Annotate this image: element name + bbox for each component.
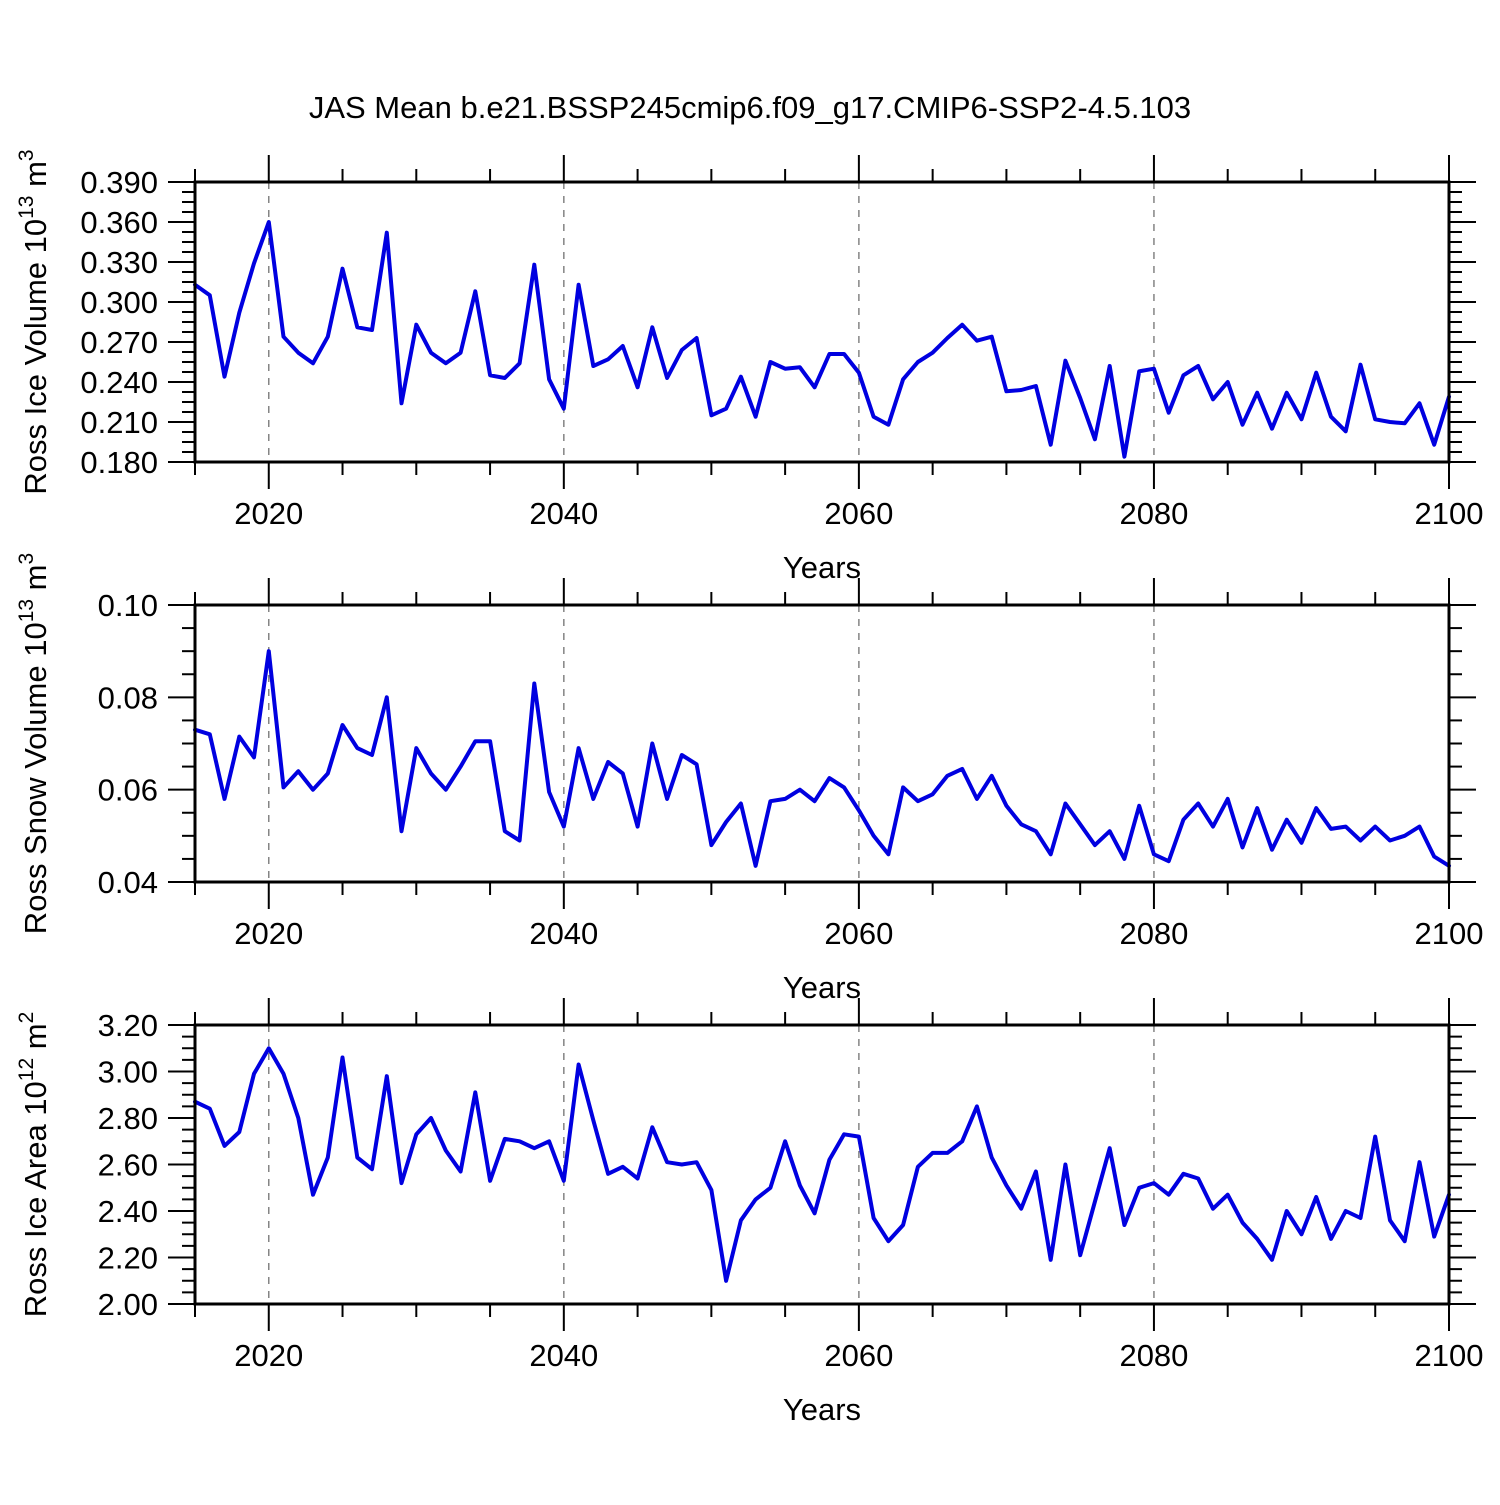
x-tick-label: 2020 <box>234 1338 303 1373</box>
x-tick-label: 2080 <box>1119 916 1188 951</box>
panel-ross-snow-volume: 0.10 0.08 0.06 0.04 2020 2040 2060 2080 2100 Year… <box>15 553 1483 1005</box>
y-tick-label: 0.300 <box>80 285 158 320</box>
y-tick-label: 3.00 <box>98 1055 158 1090</box>
y-tick-label: 2.80 <box>98 1101 158 1136</box>
ticks <box>168 578 1476 909</box>
series-line-ross-ice-area <box>193 1046 1451 1283</box>
x-tick-label: 2100 <box>1415 916 1484 951</box>
panel-ross-ice-volume: 0.390 0.360 0.330 0.300 0.270 0.240 0.210 0.180… <box>15 149 1483 585</box>
series-line-ross-snow-volume <box>193 649 1451 868</box>
y-tick-label: 3.20 <box>98 1008 158 1043</box>
y-tick-label: 2.20 <box>98 1241 158 1276</box>
y-tick-labels: 0.390 0.360 0.330 0.300 0.270 0.240 0.210 0.180 <box>80 165 158 480</box>
x-axis-title: Years <box>783 1392 861 1427</box>
axis-border <box>193 180 1451 464</box>
x-tick-label: 2060 <box>824 1338 893 1373</box>
y-tick-label: 2.60 <box>98 1148 158 1183</box>
y-tick-label: 0.270 <box>80 325 158 360</box>
x-tick-label: 2020 <box>234 916 303 951</box>
axis-border <box>193 1023 1451 1306</box>
x-tick-label: 2060 <box>824 496 893 531</box>
x-axis-title: Years <box>783 550 861 585</box>
y-axis-title: Ross Snow Volume 1013 m3 <box>15 553 53 934</box>
y-tick-label: 2.40 <box>98 1194 158 1229</box>
y-tick-label: 0.180 <box>80 445 158 480</box>
x-tick-label: 2060 <box>824 916 893 951</box>
x-tick-label: 2040 <box>529 1338 598 1373</box>
x-tick-label: 2040 <box>529 496 598 531</box>
x-gridlines <box>268 1025 1155 1304</box>
ticks <box>168 155 1476 489</box>
y-tick-label: 0.330 <box>80 245 158 280</box>
axis-border <box>193 603 1451 884</box>
x-tick-labels: 2020 2040 2060 2080 2100 <box>234 496 1483 531</box>
x-tick-label: 2020 <box>234 496 303 531</box>
x-tick-label: 2080 <box>1119 1338 1188 1373</box>
y-tick-label: 2.00 <box>98 1287 158 1322</box>
x-tick-labels: 2020 2040 2060 2080 2100 <box>234 916 1483 951</box>
x-tick-label: 2100 <box>1415 1338 1484 1373</box>
y-tick-label: 0.210 <box>80 405 158 440</box>
y-tick-labels: 3.20 3.00 2.80 2.60 2.40 2.20 2.00 <box>98 1008 158 1322</box>
panel-ross-ice-area: 3.20 3.00 2.80 2.60 2.40 2.20 2.00 2020 2040 2060… <box>15 998 1483 1427</box>
series-line-ross-ice-volume <box>193 220 1451 459</box>
chart-title: JAS Mean b.e21.BSSP245cmip6.f09_g17.CMIP… <box>308 90 1192 125</box>
x-tick-labels: 2020 2040 2060 2080 2100 <box>234 1338 1483 1373</box>
y-tick-label: 0.04 <box>98 865 158 900</box>
y-tick-label: 0.06 <box>98 773 158 808</box>
y-tick-labels: 0.10 0.08 0.06 0.04 <box>98 588 158 900</box>
y-axis-title: Ross Ice Area 1012 m2 <box>15 1012 53 1318</box>
x-axis-title: Years <box>783 970 861 1005</box>
y-tick-label: 0.240 <box>80 365 158 400</box>
y-tick-label: 0.390 <box>80 165 158 200</box>
x-tick-label: 2040 <box>529 916 598 951</box>
y-tick-label: 0.10 <box>98 588 158 623</box>
y-tick-label: 0.360 <box>80 205 158 240</box>
y-axis-title: Ross Ice Volume 1013 m3 <box>15 149 53 494</box>
x-gridlines <box>268 182 1155 462</box>
x-tick-label: 2080 <box>1119 496 1188 531</box>
x-tick-label: 2100 <box>1415 496 1484 531</box>
y-tick-label: 0.08 <box>98 680 158 715</box>
ticks <box>168 998 1476 1331</box>
